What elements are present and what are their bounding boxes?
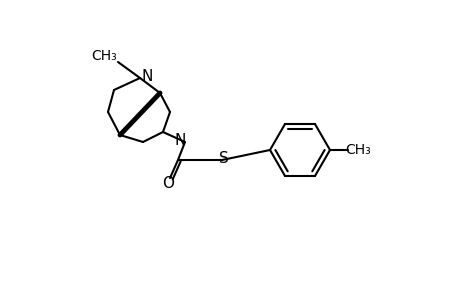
Text: N: N xyxy=(174,133,185,148)
Text: S: S xyxy=(218,151,229,166)
Text: CH₃: CH₃ xyxy=(344,143,370,157)
Text: CH₃: CH₃ xyxy=(91,49,117,63)
Text: O: O xyxy=(162,176,174,191)
Text: N: N xyxy=(141,68,152,83)
